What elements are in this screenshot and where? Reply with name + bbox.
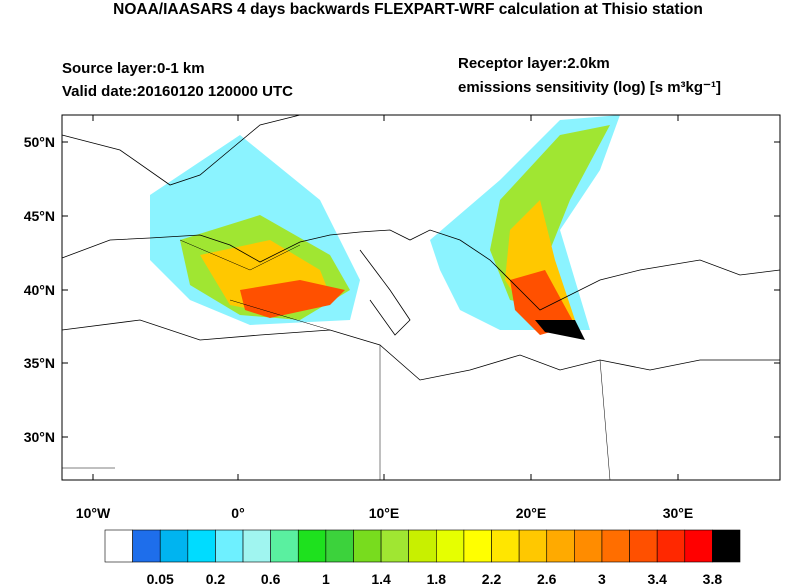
colorbar-label: 0.6 [261,571,281,585]
lat-label: 45°N [24,208,55,224]
colorbar-swatch [656,529,686,563]
lon-label: 10°W [76,505,111,521]
receptor-layer: Receptor layer:2.0km [458,55,610,72]
colorbar-swatch [518,529,548,563]
colorbar-label: 3.4 [647,571,667,585]
lon-label: 20°E [516,505,547,521]
coastlines [61,114,781,481]
colorbar-swatch [436,529,465,563]
colorbar-swatch [546,529,575,563]
colorbar-swatch [187,529,216,563]
map-frame [61,114,781,481]
lon-label: 30°E [663,505,694,521]
colorbar-label: 0.2 [206,571,226,585]
lat-label: 40°N [24,282,55,298]
colorbar-label: 1.4 [371,571,391,585]
lon-label: 0° [231,505,244,521]
plume [150,115,620,340]
colorbar-label: 3 [598,571,606,585]
colorbar-swatch [104,529,133,563]
colorbar-swatch [491,529,520,563]
colorbar-swatch [242,529,271,563]
valid-date: Valid date:20160120 120000 UTC [62,83,293,100]
lat-label: 35°N [24,355,55,371]
colorbar-swatch [629,529,658,563]
colorbar-swatch [463,529,492,563]
colorbar-swatch [380,529,409,563]
colorbar-swatch [408,529,437,563]
colorbar-label: 2.2 [482,571,502,585]
colorbar-swatch [684,529,713,563]
colorbar-label: 2.6 [537,571,557,585]
colorbar-swatch [270,529,299,563]
colorbar-swatch [159,529,189,563]
colorbar-label: 3.8 [703,571,723,585]
colorbar-swatch [601,529,630,563]
colorbar-swatch [712,529,741,563]
lat-label: 30°N [24,429,55,445]
lon-label: 10°E [369,505,400,521]
colorbar-swatch [325,529,354,563]
source-layer: Source layer:0-1 km [62,60,205,77]
colorbar-swatch [132,529,161,563]
lat-label: 50°N [24,134,55,150]
title: NOAA/IAASARS 4 days backwards FLEXPART-W… [113,1,703,18]
colorbar-label: 1 [322,571,330,585]
colorbar-swatch [574,529,603,563]
colorbar-label: 0.05 [147,571,174,585]
colorbar-swatch [297,529,327,563]
colorbar-swatch [215,529,244,563]
colorbar-label: 1.8 [427,571,447,585]
units: emissions sensitivity (log) [s m³kg⁻¹] [458,79,721,96]
colorbar-swatch [353,529,382,563]
